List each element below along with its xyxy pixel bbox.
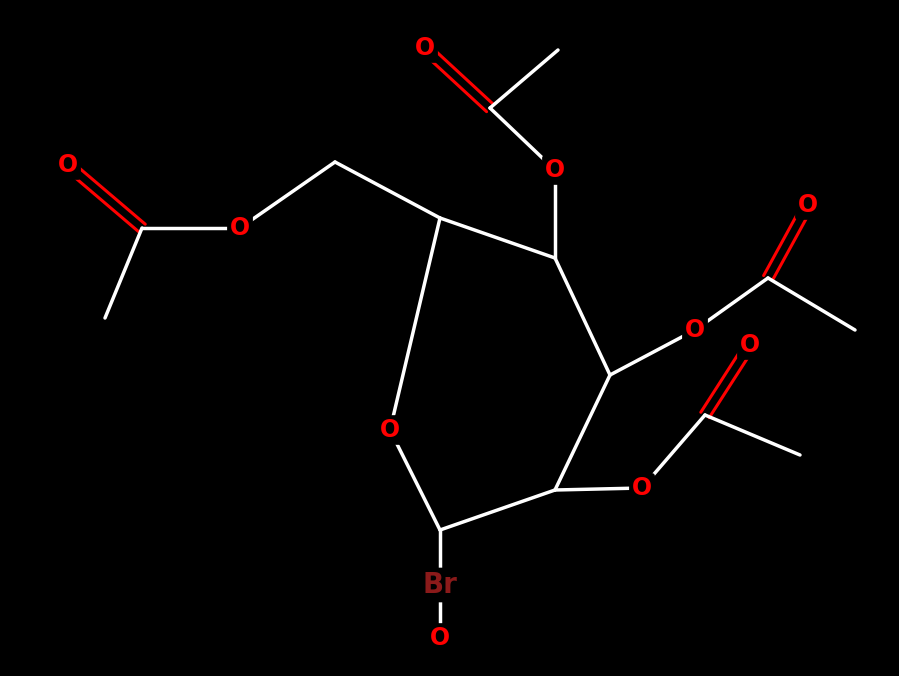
Text: O: O bbox=[740, 333, 760, 357]
Text: O: O bbox=[430, 626, 450, 650]
Text: O: O bbox=[545, 158, 565, 182]
Text: O: O bbox=[798, 193, 818, 217]
Text: O: O bbox=[380, 418, 400, 442]
Text: O: O bbox=[415, 36, 435, 60]
Text: O: O bbox=[230, 216, 250, 240]
Text: O: O bbox=[58, 153, 78, 177]
Text: O: O bbox=[632, 476, 652, 500]
Text: O: O bbox=[685, 318, 705, 342]
Text: Br: Br bbox=[423, 571, 458, 599]
